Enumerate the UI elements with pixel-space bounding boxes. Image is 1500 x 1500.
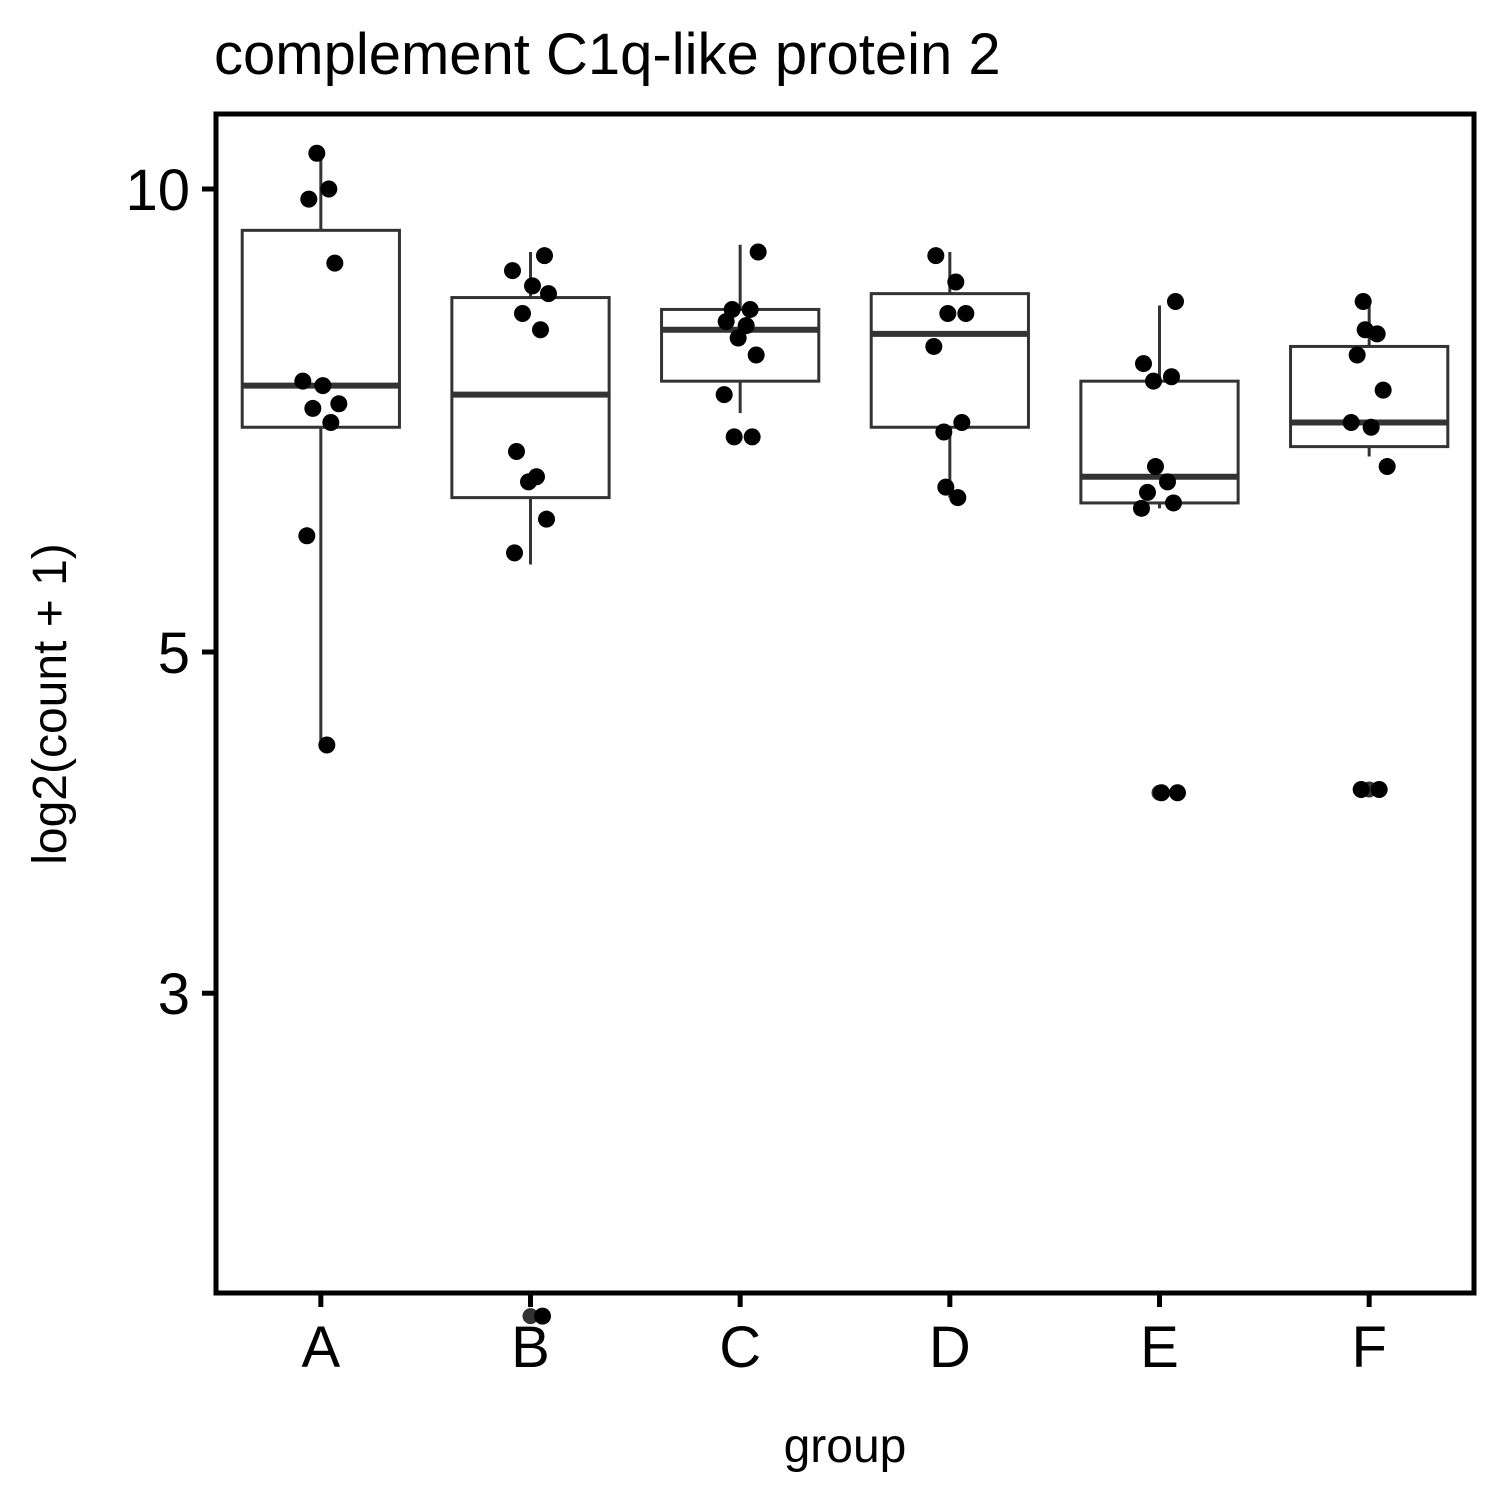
data-point — [927, 247, 945, 265]
x-tick-label: E — [1140, 1315, 1179, 1380]
data-point — [947, 273, 965, 291]
box-body — [240, 228, 401, 429]
box-a — [240, 156, 401, 746]
data-point — [504, 262, 521, 280]
x-tick-label: C — [719, 1315, 761, 1380]
data-point — [743, 428, 761, 446]
data-point — [953, 413, 971, 431]
data-point — [939, 304, 957, 322]
x-tick-label: A — [301, 1315, 340, 1380]
data-point — [320, 180, 338, 198]
chart-title: complement C1q-like protein 2 — [214, 22, 1001, 87]
data-point — [308, 144, 326, 162]
data-point — [300, 190, 318, 208]
data-point — [747, 346, 765, 364]
data-point — [524, 277, 541, 295]
data-point — [937, 478, 955, 496]
y-axis-title: log2(count + 1) — [24, 543, 77, 865]
data-point — [538, 510, 555, 528]
data-point — [1167, 292, 1184, 310]
data-point — [1163, 368, 1180, 386]
data-point — [536, 247, 553, 265]
x-axis: A B C D E F — [301, 1293, 1387, 1380]
y-tick-label: 5 — [158, 621, 190, 686]
data-point — [326, 254, 344, 272]
data-point — [1348, 346, 1366, 364]
data-point — [1354, 292, 1372, 310]
plot-border — [213, 111, 1477, 1296]
data-point — [304, 399, 322, 417]
data-point — [741, 300, 759, 318]
data-points — [294, 144, 1396, 1325]
data-point — [330, 395, 348, 413]
data-point — [715, 386, 733, 404]
plot-area — [240, 144, 1450, 1325]
data-point — [729, 329, 747, 347]
data-point — [1374, 381, 1392, 399]
data-point — [532, 321, 549, 339]
data-point — [294, 372, 312, 390]
y-axis: 3 5 10 — [125, 158, 216, 1027]
x-tick-label: D — [929, 1315, 971, 1380]
y-tick-label: 10 — [125, 158, 190, 223]
data-point — [540, 285, 557, 303]
x-axis-title: group — [784, 1420, 907, 1473]
data-point — [1378, 458, 1396, 476]
data-point — [1135, 355, 1152, 373]
data-point — [318, 736, 336, 754]
data-point — [506, 544, 523, 562]
data-point — [322, 413, 340, 431]
data-point — [314, 377, 332, 395]
data-point — [935, 423, 953, 441]
data-point — [508, 443, 525, 461]
data-point — [749, 243, 767, 261]
outlier-point — [522, 1308, 539, 1325]
data-point — [1145, 372, 1162, 390]
data-point — [957, 304, 975, 322]
data-point — [1153, 784, 1170, 802]
data-point — [1139, 483, 1156, 501]
data-point — [1169, 784, 1186, 802]
data-point — [534, 1307, 551, 1325]
data-point — [514, 304, 531, 322]
data-point — [1368, 325, 1386, 343]
y-tick-label: 3 — [158, 962, 190, 1027]
data-point — [520, 473, 537, 491]
x-tick-label: F — [1351, 1315, 1386, 1380]
x-tick-label: B — [511, 1315, 550, 1380]
data-point — [737, 317, 755, 335]
data-point — [1342, 413, 1360, 431]
data-point — [717, 313, 735, 331]
data-point — [1159, 473, 1176, 491]
data-point — [949, 489, 967, 507]
data-point — [1165, 494, 1182, 512]
data-point — [1362, 418, 1380, 436]
data-point — [1370, 780, 1388, 798]
data-point — [1133, 499, 1150, 517]
data-point — [1352, 780, 1370, 798]
box-b — [450, 251, 611, 1325]
data-point — [1147, 458, 1164, 476]
data-point — [298, 527, 316, 545]
data-point — [725, 428, 743, 446]
data-point — [925, 337, 943, 355]
